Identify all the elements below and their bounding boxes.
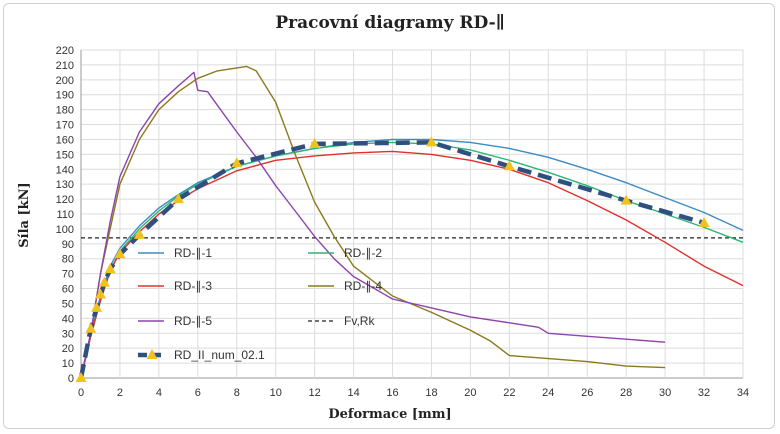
data-point-marker — [91, 301, 103, 312]
series-layer — [75, 65, 744, 382]
series-line-rd-3 — [80, 150, 744, 379]
y-tick-label: 70 — [62, 269, 74, 281]
data-point-marker — [133, 228, 145, 239]
data-point-marker — [231, 157, 243, 168]
data-point-marker — [172, 193, 184, 204]
x-tick-label: 2 — [117, 387, 123, 399]
y-tick-label: 110 — [56, 209, 74, 221]
y-tick-label: 140 — [56, 164, 74, 176]
data-point-marker — [425, 136, 437, 147]
y-tick-label: 90 — [62, 239, 74, 251]
legend-label-rd-4: RD-∥-4 — [344, 279, 382, 293]
y-tick-label: 160 — [56, 134, 74, 146]
x-tick-label: 32 — [698, 387, 710, 399]
x-tick-labels: 0 2 4 6 8 10 12 14 16 18 20 22 24 26 28 30 32 34 — [78, 387, 749, 399]
y-tick-label: 170 — [56, 120, 74, 132]
x-tick-label: 26 — [581, 387, 593, 399]
legend-label-rd-3: RD-∥-3 — [174, 279, 212, 293]
y-tick-labels: 0 10 20 30 40 50 60 70 80 90 100 110 120 130 140 150 160… — [56, 45, 74, 385]
data-point-marker — [503, 160, 515, 171]
x-axis-title: Deformace [mm] — [328, 407, 451, 422]
series-line-rd-5 — [80, 71, 666, 379]
chart-title: Pracovní diagramy RD-∥ — [275, 13, 504, 33]
y-tick-label: 50 — [62, 298, 74, 310]
y-tick-label: 180 — [56, 105, 74, 117]
x-tick-label: 28 — [620, 387, 632, 399]
data-point-marker — [104, 263, 116, 274]
data-point-marker — [309, 137, 321, 148]
x-tick-label: 8 — [234, 387, 240, 399]
y-tick-label: 220 — [56, 45, 74, 57]
legend-marker — [146, 349, 158, 359]
y-tick-label: 120 — [56, 194, 74, 206]
x-tick-label: 4 — [156, 387, 162, 399]
y-tick-label: 60 — [62, 284, 74, 296]
legend: RD-∥-1 RD-∥-2 RD-∥-3 RD-∥-4 RD-∥-5 Fv,Rk RD_II… — [138, 246, 382, 362]
y-tick-label: 200 — [56, 75, 74, 87]
y-tick-label: 0 — [68, 373, 74, 385]
x-tick-label: 18 — [425, 387, 437, 399]
y-tick-label: 30 — [62, 328, 74, 340]
x-tick-label: 24 — [542, 387, 554, 399]
data-point-marker — [620, 194, 632, 205]
data-point-marker — [114, 248, 126, 259]
legend-label-fv-rk: Fv,Rk — [344, 314, 375, 328]
legend-label-rd-2: RD-∥-2 — [344, 246, 382, 260]
x-tick-label: 22 — [503, 387, 515, 399]
data-point-marker — [75, 372, 87, 382]
y-tick-label: 130 — [56, 179, 74, 191]
legend-label-rd-ii-num-02-1: RD_II_num_02.1 — [174, 348, 265, 362]
y-tick-label: 100 — [56, 224, 74, 236]
x-tick-label: 20 — [464, 387, 476, 399]
y-tick-label: 20 — [62, 343, 74, 355]
data-point-marker — [94, 288, 106, 299]
y-tick-label: 190 — [56, 90, 74, 102]
chart-frame — [3, 3, 775, 429]
x-tick-label: 6 — [195, 387, 201, 399]
y-tick-label: 210 — [56, 60, 74, 72]
x-tick-label: 12 — [309, 387, 321, 399]
data-point-marker — [98, 276, 110, 287]
x-tick-label: 34 — [737, 387, 749, 399]
y-tick-label: 40 — [62, 313, 74, 325]
data-point-marker — [698, 216, 710, 227]
series-line-rd-2 — [80, 141, 744, 379]
y-axis-title: Síla [kN] — [17, 182, 32, 247]
legend-label-rd-1: RD-∥-1 — [174, 246, 212, 260]
legend-label-rd-5: RD-∥-5 — [174, 314, 212, 328]
grid — [80, 49, 744, 379]
x-tick-label: 0 — [78, 387, 84, 399]
y-tick-label: 80 — [62, 254, 74, 266]
x-tick-label: 30 — [659, 387, 671, 399]
data-point-marker — [85, 322, 97, 333]
y-tick-label: 150 — [56, 149, 74, 161]
x-tick-label: 10 — [270, 387, 282, 399]
y-tick-label: 10 — [62, 358, 74, 370]
x-tick-label: 16 — [386, 387, 398, 399]
x-tick-label: 14 — [347, 387, 359, 399]
series-line-rd-4 — [80, 65, 666, 379]
